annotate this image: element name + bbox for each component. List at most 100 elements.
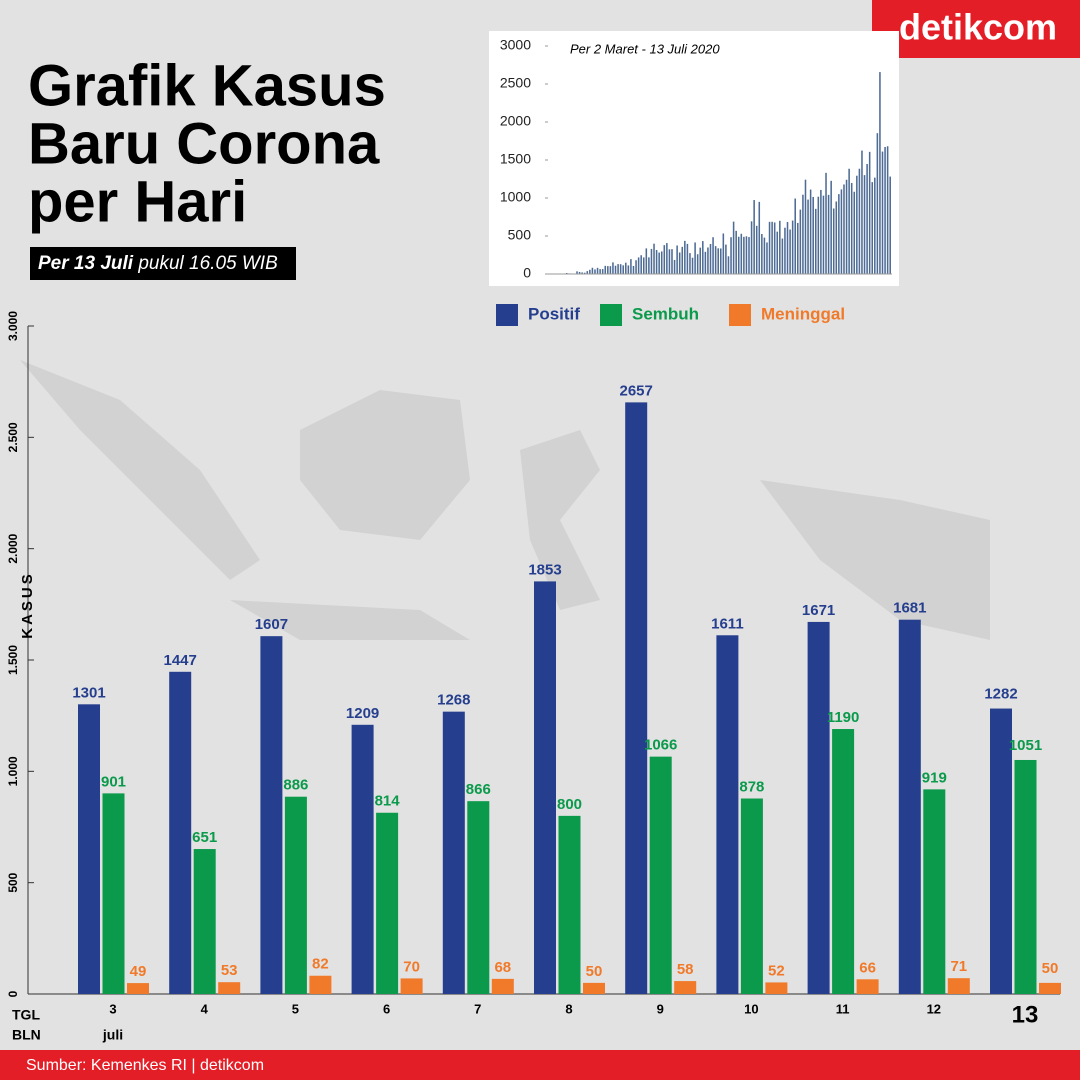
bar: [78, 704, 100, 994]
bar: [766, 242, 768, 274]
bar: [807, 621, 830, 994]
x-tick-label: 5: [292, 1001, 299, 1016]
bar: [866, 164, 868, 274]
bar: [583, 982, 605, 994]
bar: [784, 227, 786, 274]
date: Per 13 Juli pukul 16.05 WIB: [38, 253, 278, 274]
bar: [868, 151, 871, 274]
bar: [853, 191, 856, 274]
bar: [648, 257, 650, 274]
bar: [699, 247, 702, 274]
x-tick-label: 9: [657, 1001, 664, 1016]
x-tick-label: 11: [836, 1001, 850, 1016]
bar: [856, 175, 858, 274]
legend-label: Meninggal: [761, 304, 845, 323]
bar: [704, 251, 707, 274]
bar: [599, 269, 601, 274]
value-label: 1607: [255, 616, 288, 633]
bar: [127, 983, 149, 994]
value-label: 1190: [827, 709, 860, 726]
bar: [716, 635, 739, 994]
x-tick-label: 4: [201, 1001, 209, 1016]
bar: [832, 729, 855, 994]
bar: [720, 248, 722, 274]
bar: [632, 265, 635, 274]
x-tick-label: 13: [1012, 1001, 1039, 1028]
x-tick-label: 3: [109, 1001, 116, 1016]
bar: [625, 402, 648, 995]
bar: [653, 243, 655, 274]
value-label: 53: [221, 962, 238, 979]
y-tick-label: 0: [6, 990, 20, 997]
value-label: 50: [586, 963, 603, 980]
bar: [763, 237, 766, 274]
bar: [753, 200, 755, 274]
bar: [923, 789, 946, 994]
bar: [709, 243, 712, 274]
bar: [863, 175, 866, 274]
bar: [1014, 759, 1037, 994]
bar: [850, 182, 853, 274]
bar: [649, 756, 672, 994]
bar: [745, 236, 748, 274]
y-tick-label: 500: [6, 872, 20, 892]
bar: [686, 243, 689, 274]
bar: [260, 636, 283, 994]
bar: [596, 267, 599, 274]
bar: [820, 189, 822, 274]
bar: [612, 262, 614, 274]
bar: [876, 133, 879, 274]
bar: [635, 260, 637, 274]
bar: [491, 978, 514, 994]
bar: [725, 244, 727, 274]
bar: [673, 259, 676, 274]
bar: [678, 252, 681, 274]
bar: [789, 229, 791, 274]
bar: [809, 189, 812, 274]
value-label: 50: [1042, 960, 1059, 977]
bar: [740, 233, 743, 274]
bar: [1039, 982, 1061, 994]
bar: [218, 982, 241, 994]
value-label: 1853: [528, 561, 561, 578]
bar: [717, 248, 719, 274]
x-tick-label: 6: [383, 1001, 390, 1016]
bar: [400, 978, 423, 994]
bar: [825, 172, 827, 274]
bar: [617, 264, 619, 274]
value-label: 66: [859, 959, 876, 976]
map-decoration: [20, 360, 990, 640]
bar: [807, 199, 809, 274]
value-label: 1671: [802, 602, 835, 619]
y-tick-label: 1500: [500, 151, 531, 167]
bar: [591, 267, 594, 274]
bar: [309, 975, 332, 994]
bar: [843, 184, 845, 274]
bar: [791, 220, 794, 274]
legend-swatch: [600, 304, 622, 326]
value-label: 1681: [893, 600, 926, 617]
bar: [578, 271, 581, 274]
bar: [193, 849, 216, 994]
bar: [609, 266, 612, 274]
y-tick-label: 1.000: [6, 756, 20, 786]
bar: [467, 801, 490, 994]
y-tick-label: 2500: [500, 75, 531, 91]
bar: [740, 798, 763, 994]
bar: [845, 179, 848, 274]
bar: [840, 189, 843, 274]
value-label: 82: [312, 956, 329, 973]
value-label: 651: [192, 829, 217, 846]
value-label: 1066: [644, 737, 677, 754]
legend-label: Sembuh: [632, 304, 699, 323]
bar: [879, 72, 881, 275]
bar: [802, 194, 804, 274]
bar: [645, 248, 648, 274]
bar: [735, 230, 737, 274]
bar: [691, 257, 694, 274]
bar: [625, 262, 627, 274]
bar: [714, 246, 717, 274]
y-tick-label: 3.000: [6, 311, 20, 341]
value-label: 814: [375, 793, 401, 810]
bar: [765, 982, 788, 994]
